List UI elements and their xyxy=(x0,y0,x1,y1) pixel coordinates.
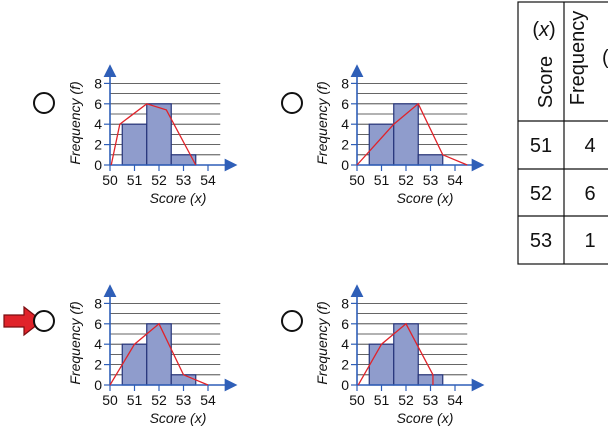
histogram-bar xyxy=(121,343,148,386)
table-cell: 1 xyxy=(584,230,595,252)
histogram-bar xyxy=(417,374,444,386)
histogram-bar xyxy=(121,123,148,166)
histogram-bar xyxy=(393,323,419,386)
y-tick-label: 6 xyxy=(341,96,349,112)
frequency-polygon-line xyxy=(356,102,468,166)
x-axis-title: Score (x) xyxy=(150,410,207,426)
y-tick-label: 2 xyxy=(94,357,102,373)
histogram-bar xyxy=(146,323,172,386)
x-tick-label: 51 xyxy=(374,392,390,408)
y-tick-label: 2 xyxy=(341,357,349,373)
option-3: 50 51 52 53 54 0 2 4 6 8 Score (x) Frequency (f) xyxy=(3,284,238,426)
x-tick-label: 54 xyxy=(447,392,463,408)
table-header-score-unit: (x) xyxy=(532,19,555,41)
x-axis-title: Score (x) xyxy=(397,410,454,426)
table-cell: 51 xyxy=(530,135,552,157)
y-tick-label: 8 xyxy=(341,75,349,91)
option-1-chart: 50 51 52 53 54 0 2 4 6 8 Score (x) Frequency (f) xyxy=(67,64,238,206)
y-tick-label: 0 xyxy=(94,157,102,173)
y-tick-label: 0 xyxy=(94,377,102,393)
y-tick-label: 6 xyxy=(94,316,102,332)
table-border xyxy=(517,1,608,265)
table-header-frequency: Frequency xyxy=(567,11,589,106)
x-tick-label: 51 xyxy=(374,172,390,188)
x-tick-label: 54 xyxy=(200,172,216,188)
histogram-bar xyxy=(170,154,197,166)
table-cell: 52 xyxy=(530,183,552,205)
x-tick-label: 51 xyxy=(127,392,143,408)
x-tick-label: 52 xyxy=(151,172,167,188)
y-axis-title: Frequency (f) xyxy=(67,81,83,164)
histogram-bar xyxy=(368,343,395,386)
x-tick-label: 54 xyxy=(200,392,216,408)
option-4: 50 51 52 53 54 0 2 4 6 8 Score (x) Frequency (f) xyxy=(281,284,485,426)
y-tick-label: 4 xyxy=(341,336,349,352)
option-2-radio[interactable] xyxy=(281,92,303,114)
option-2: 50 51 52 53 54 0 2 4 6 8 Score (x) Frequency (f) xyxy=(281,64,485,206)
x-tick-label: 53 xyxy=(176,392,192,408)
x-tick-label: 50 xyxy=(102,172,118,188)
frequency-table: (x) Score Frequency (f) 51 4 52 6 53 1 xyxy=(517,1,608,265)
option-4-radio[interactable] xyxy=(281,310,303,332)
frequency-polygon-line xyxy=(109,322,209,386)
table-cell: 53 xyxy=(530,230,552,252)
x-axis-title: Score (x) xyxy=(397,190,454,206)
y-tick-label: 2 xyxy=(341,137,349,153)
x-axis-title: Score (x) xyxy=(150,190,207,206)
option-1-radio[interactable] xyxy=(33,92,55,114)
frequency-polygon-line xyxy=(357,322,434,386)
y-tick-label: 6 xyxy=(341,316,349,332)
y-axis-title: Frequency (f) xyxy=(314,81,330,164)
x-tick-label: 51 xyxy=(127,172,143,188)
histogram-bar xyxy=(146,103,172,166)
y-tick-label: 6 xyxy=(94,96,102,112)
y-tick-label: 0 xyxy=(341,157,349,173)
y-axis-title: Frequency (f) xyxy=(67,301,83,384)
y-tick-label: 4 xyxy=(94,336,102,352)
histogram-bar xyxy=(368,123,395,166)
x-tick-label: 53 xyxy=(176,172,192,188)
histogram-bar xyxy=(393,103,419,166)
option-2-chart: 50 51 52 53 54 0 2 4 6 8 Score (x) Frequency (f) xyxy=(314,64,485,206)
x-tick-label: 53 xyxy=(423,172,439,188)
y-tick-label: 8 xyxy=(341,295,349,311)
x-tick-label: 52 xyxy=(398,172,414,188)
y-tick-label: 0 xyxy=(341,377,349,393)
pointer-arrow-icon xyxy=(3,305,43,337)
table-cell: 6 xyxy=(584,183,595,205)
option-1: 50 51 52 53 54 0 2 4 6 8 Score (x) Frequency (f) xyxy=(33,64,238,206)
histogram-bar xyxy=(417,154,444,166)
x-tick-label: 53 xyxy=(423,392,439,408)
option-4-chart: 50 51 52 53 54 0 2 4 6 8 Score (x) Frequency (f) xyxy=(314,284,485,426)
x-tick-label: 54 xyxy=(447,172,463,188)
y-tick-label: 4 xyxy=(341,116,349,132)
x-tick-label: 50 xyxy=(102,392,118,408)
y-tick-label: 8 xyxy=(94,75,102,91)
frequency-polygon-line xyxy=(110,103,197,166)
table-cell: 4 xyxy=(584,135,595,157)
y-tick-label: 8 xyxy=(94,295,102,311)
y-tick-label: 2 xyxy=(94,137,102,153)
y-tick-label: 4 xyxy=(94,116,102,132)
x-tick-label: 50 xyxy=(349,172,365,188)
y-axis-title: Frequency (f) xyxy=(314,301,330,384)
table-header-score: Score xyxy=(535,56,557,108)
x-tick-label: 52 xyxy=(151,392,167,408)
option-3-chart: 50 51 52 53 54 0 2 4 6 8 Score (x) Frequency (f) xyxy=(67,284,238,426)
option-3-radio[interactable] xyxy=(33,310,55,332)
x-tick-label: 52 xyxy=(398,392,414,408)
histogram-bar xyxy=(170,374,197,386)
x-tick-label: 50 xyxy=(349,392,365,408)
table-header-frequency-unit: (f) xyxy=(602,47,608,69)
